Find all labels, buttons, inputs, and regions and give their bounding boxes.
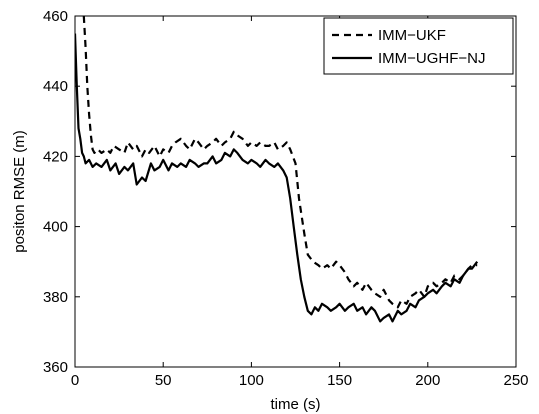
x-tick-label: 100 [239, 372, 264, 389]
legend-label-ukf: IMM−UKF [378, 27, 446, 44]
x-tick-label: 0 [71, 372, 79, 389]
y-axis-label: positon RMSE (m) [11, 130, 28, 253]
y-tick-label: 360 [43, 359, 68, 376]
y-tick-label: 400 [43, 219, 68, 236]
y-tick-label: 460 [43, 8, 68, 25]
x-tick-label: 200 [415, 372, 440, 389]
series-line-imm-ukf [82, 16, 478, 309]
x-tick-label: 50 [155, 372, 172, 389]
y-tick-label: 420 [43, 148, 68, 165]
x-tick-label: 150 [327, 372, 352, 389]
legend-label-ughf-nj: IMM−UGHF−NJ [378, 50, 486, 67]
series-layer [75, 16, 479, 323]
plot-frame [74, 15, 517, 368]
legend-box [323, 17, 514, 75]
ticks-layer: 0 50 100 150 200 250 360 380 400 420 440 460 [43, 8, 529, 389]
x-axis-label: time (s) [271, 396, 321, 413]
y-tick-label: 380 [43, 289, 68, 306]
series-line-imm-ughf-nj [75, 33, 479, 323]
y-tick-label: 440 [43, 78, 68, 95]
x-tick-label: 250 [503, 372, 528, 389]
legend: IMM−UKF IMM−UGHF−NJ [323, 17, 514, 75]
